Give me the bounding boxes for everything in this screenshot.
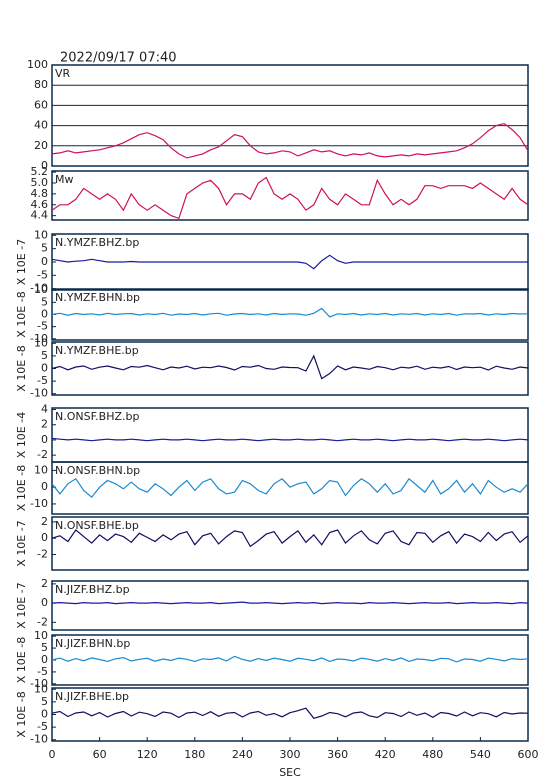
y-tick-label: 0: [41, 708, 48, 721]
x-tick-label: 480: [422, 748, 443, 761]
y-tick-label: 0: [41, 362, 48, 375]
y-tick-label: 5: [41, 695, 48, 708]
y-tick-label: 4.6: [31, 198, 49, 211]
y-axis-label: X 10E -8: [15, 291, 28, 337]
trace: [51, 707, 529, 719]
x-tick-label: 540: [470, 748, 491, 761]
y-tick-label: 5.0: [31, 176, 49, 189]
y-tick-label: 4.4: [31, 209, 49, 222]
y-tick-label: -10: [30, 332, 48, 345]
x-tick-label: 360: [327, 748, 348, 761]
chart-title: 2022/09/17 07:40: [60, 51, 177, 66]
trace: [51, 601, 529, 605]
y-tick-label: -5: [37, 268, 48, 281]
panel-frame: [51, 461, 529, 515]
trace: [51, 254, 528, 270]
y-tick-label: 5: [41, 242, 48, 255]
x-tick-label: 120: [137, 748, 158, 761]
y-tick-label: 4: [41, 403, 48, 416]
x-tick-label: 240: [232, 748, 253, 761]
y-tick-label: 0: [41, 159, 48, 172]
y-tick-label: 5: [41, 295, 48, 308]
y-tick-label: 0: [41, 531, 48, 544]
y-tick-label: -5: [37, 374, 48, 387]
y-tick-label: 10: [34, 463, 48, 476]
y-tick-label: 5.2: [31, 165, 49, 178]
trace: [51, 307, 529, 318]
y-tick-label: 2: [41, 577, 48, 590]
panel-label: N.YMZF.BHN.bp: [55, 291, 140, 304]
panel-frame: [51, 516, 529, 571]
y-tick-label: 100: [27, 58, 48, 71]
y-tick-label: 20: [34, 139, 48, 152]
y-tick-label: 10: [34, 283, 48, 296]
panel-label: N.ONSF.BHN.bp: [55, 464, 140, 477]
panel-label: VR: [55, 67, 71, 80]
y-tick-label: 5: [41, 641, 48, 654]
panel-label: N.JIZF.BHE.bp: [55, 690, 129, 703]
y-axis-label: X 10E -8: [15, 691, 28, 737]
y-tick-label: 2: [41, 515, 48, 528]
y-tick-label: -10: [30, 282, 48, 295]
panel-label: Mw: [55, 173, 74, 186]
trace: [51, 477, 529, 499]
x-tick-label: 60: [93, 748, 107, 761]
y-axis-label: X 10E -8: [15, 637, 28, 683]
y-tick-label: 0: [41, 596, 48, 609]
y-axis-label: X 10E -4: [15, 412, 28, 458]
y-tick-label: 40: [34, 119, 48, 132]
panel-label: N.ONSF.BHZ.bp: [55, 410, 139, 423]
y-tick-label: 5: [41, 349, 48, 362]
x-tick-label: 300: [280, 748, 301, 761]
panel-label: N.ONSF.BHE.bp: [55, 519, 139, 532]
y-tick-label: 0: [41, 255, 48, 268]
y-tick-label: -5: [37, 665, 48, 678]
y-tick-label: -10: [30, 733, 48, 746]
y-tick-label: 0: [41, 653, 48, 666]
y-tick-label: -5: [37, 720, 48, 733]
y-tick-label: -10: [30, 677, 48, 690]
trace: [51, 529, 529, 548]
y-tick-label: 0: [41, 480, 48, 493]
y-tick-label: 0: [41, 308, 48, 321]
y-tick-label: 10: [34, 336, 48, 349]
y-tick-label: -2: [37, 548, 48, 561]
trace: [51, 655, 529, 663]
panel-label: N.JIZF.BHN.bp: [55, 637, 130, 650]
panel-label: N.YMZF.BHE.bp: [55, 344, 139, 357]
y-tick-label: 0: [41, 433, 48, 446]
trace: [51, 176, 529, 220]
panel-frame: [51, 580, 529, 631]
trace: [51, 437, 529, 442]
panel-label: N.JIZF.BHZ.bp: [55, 583, 130, 596]
y-tick-label: -2: [37, 448, 48, 461]
x-tick-label: 600: [518, 748, 539, 761]
y-axis-label: X 10E -8: [15, 465, 28, 511]
y-tick-label: 4.8: [31, 187, 49, 200]
y-tick-label: 10: [34, 682, 48, 695]
y-axis-label: X 10E -7: [15, 582, 28, 628]
y-tick-label: 60: [34, 98, 48, 111]
x-tick-label: 180: [184, 748, 205, 761]
y-axis-label: X 10E -7: [15, 239, 28, 285]
x-tick-label: 420: [375, 748, 396, 761]
y-tick-label: 2: [41, 418, 48, 431]
y-axis-label: X 10E -8: [15, 345, 28, 391]
y-tick-label: -10: [30, 387, 48, 400]
y-tick-label: -10: [30, 497, 48, 510]
y-tick-label: 10: [34, 228, 48, 241]
trace: [51, 354, 529, 380]
x-tick-label: 0: [49, 748, 56, 761]
y-tick-label: -2: [37, 615, 48, 628]
trace: [51, 122, 529, 159]
y-tick-label: -5: [37, 320, 48, 333]
y-tick-label: 80: [34, 78, 48, 91]
y-axis-label: X 10E -7: [15, 520, 28, 566]
x-axis-label: SEC: [279, 766, 301, 779]
panel-label: N.YMZF.BHZ.bp: [55, 236, 139, 249]
panel-frame: [51, 170, 529, 221]
y-tick-label: 10: [34, 629, 48, 642]
